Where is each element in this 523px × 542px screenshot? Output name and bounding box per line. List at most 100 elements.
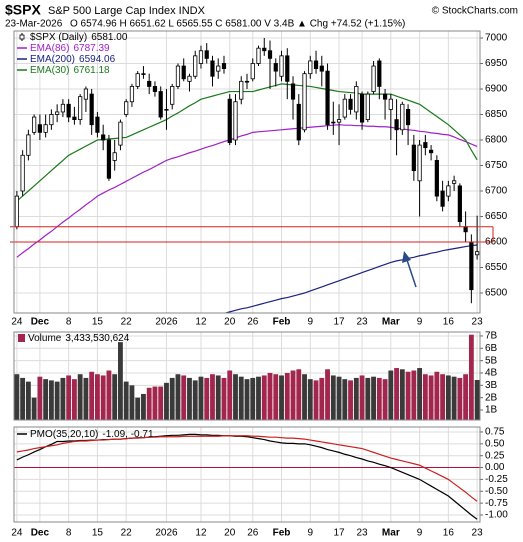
y-tick-label: 6600 <box>485 237 508 248</box>
candle-body <box>469 241 474 291</box>
candle-body <box>164 108 169 111</box>
volume-bar <box>83 377 89 420</box>
candle-body <box>210 60 215 77</box>
volume-bar <box>106 370 112 420</box>
candle-body <box>365 93 370 120</box>
legend-value: -1.09, -0.71 <box>102 429 154 440</box>
candle-body <box>417 144 422 182</box>
candle-body <box>296 103 301 141</box>
y-tick-label: 2B <box>485 392 498 403</box>
volume-bar <box>313 380 319 420</box>
y-tick-label: 6800 <box>485 135 508 146</box>
candle-body <box>32 116 37 133</box>
candle-body <box>308 60 313 75</box>
volume-bar <box>348 380 353 420</box>
candle-body <box>66 103 71 118</box>
volume-bar <box>233 374 238 420</box>
candle-body <box>377 60 382 87</box>
volume-bar <box>238 376 244 420</box>
volume-bar <box>319 377 325 420</box>
candle-body <box>446 185 451 197</box>
candle-body <box>95 116 100 133</box>
candle-body <box>89 93 94 126</box>
indicator-line <box>16 435 478 502</box>
volume-bar <box>215 375 221 420</box>
candle-body <box>112 152 117 161</box>
x-tick-label: 8 <box>66 528 72 539</box>
candle-body <box>37 124 42 133</box>
legend-entry: Volume 3,433,530,624 <box>28 333 130 344</box>
indicator-line <box>223 244 478 313</box>
volume-bar <box>302 374 307 420</box>
arrow-shaft <box>406 259 417 288</box>
x-tick-label: 17 <box>333 528 345 539</box>
candle-body <box>118 121 123 146</box>
volume-bar <box>20 377 26 420</box>
candle-body <box>193 55 198 77</box>
volume-bar <box>54 381 60 420</box>
candle-body <box>244 80 250 83</box>
volume-bar <box>210 374 215 420</box>
y-tick-label: 6550 <box>485 262 508 273</box>
volume-bar <box>399 369 405 420</box>
candle-body <box>170 86 175 105</box>
volume-bar <box>123 381 129 420</box>
x-tick-label: 24 <box>11 317 23 328</box>
legend-swatch-body <box>19 34 25 40</box>
candle-body <box>227 98 232 143</box>
x-tick-label: 23 <box>472 528 484 539</box>
x-tick-label: 23 <box>472 317 484 328</box>
volume-bar <box>71 379 77 420</box>
x-tick-label: 20 <box>224 317 236 328</box>
x-tick-label: 12 <box>195 528 207 539</box>
y-tick-label: 7B <box>485 331 498 342</box>
volume-bar <box>135 397 141 420</box>
volume-bar <box>342 379 348 420</box>
legend-value: 3,433,530,624 <box>65 333 129 344</box>
volume-bar <box>330 375 336 420</box>
volume-bar <box>463 374 469 420</box>
candle-body <box>187 75 192 82</box>
candle-body <box>325 70 330 126</box>
candle-body <box>388 98 393 110</box>
x-tick-label: 26 <box>247 528 259 539</box>
legend-name: EMA(30) <box>30 65 69 76</box>
volume-bar <box>417 368 423 420</box>
annotation-arrow <box>402 251 417 288</box>
x-tick-label: 9 <box>417 317 423 328</box>
volume-bar <box>296 369 302 420</box>
candle-body <box>239 80 244 100</box>
x-tick-label: Mar <box>382 317 400 328</box>
candle-body <box>400 103 405 131</box>
x-tick-label: 2026 <box>155 528 178 539</box>
y-tick-label: -0.25 <box>485 474 508 485</box>
volume-bar <box>394 368 399 420</box>
candle-body <box>72 116 77 120</box>
candle-body <box>106 139 112 179</box>
y-tick-label: 6750 <box>485 160 508 171</box>
candle-body <box>279 55 284 77</box>
volume-bar <box>371 376 376 420</box>
candle-body <box>440 190 445 207</box>
legend-entry: EMA(86) 6787.39 <box>30 43 110 54</box>
candle-body <box>452 180 457 184</box>
volume-bar <box>434 371 440 420</box>
legend-value: 6594.06 <box>79 54 116 65</box>
volume-bar <box>181 375 187 420</box>
panel-grid <box>14 31 480 313</box>
price-plot <box>14 37 480 313</box>
x-tick-label: 16 <box>443 528 455 539</box>
y-tick-label: 0.75 <box>485 427 505 438</box>
legend-value: 6787.39 <box>73 43 110 54</box>
candle-body <box>83 88 89 100</box>
legend-entry: PMO(35,20,10) -1.09, -0.71 <box>30 429 154 440</box>
y-tick-label: 0.00 <box>485 462 505 473</box>
plot-layers: 6500 6550 6600 6650 6700 6750 6800 6850 6900 6950… <box>10 30 508 539</box>
candle-body <box>216 65 221 72</box>
y-tick-label: -1.00 <box>485 510 508 521</box>
volume-bar <box>250 377 256 420</box>
candle-body <box>262 47 267 52</box>
candle-body <box>250 63 255 80</box>
volume-bar <box>376 377 382 420</box>
legend: $SPX (Daily) 6581.00 EMA(86) 6787.39EMA(200… <box>17 32 128 76</box>
